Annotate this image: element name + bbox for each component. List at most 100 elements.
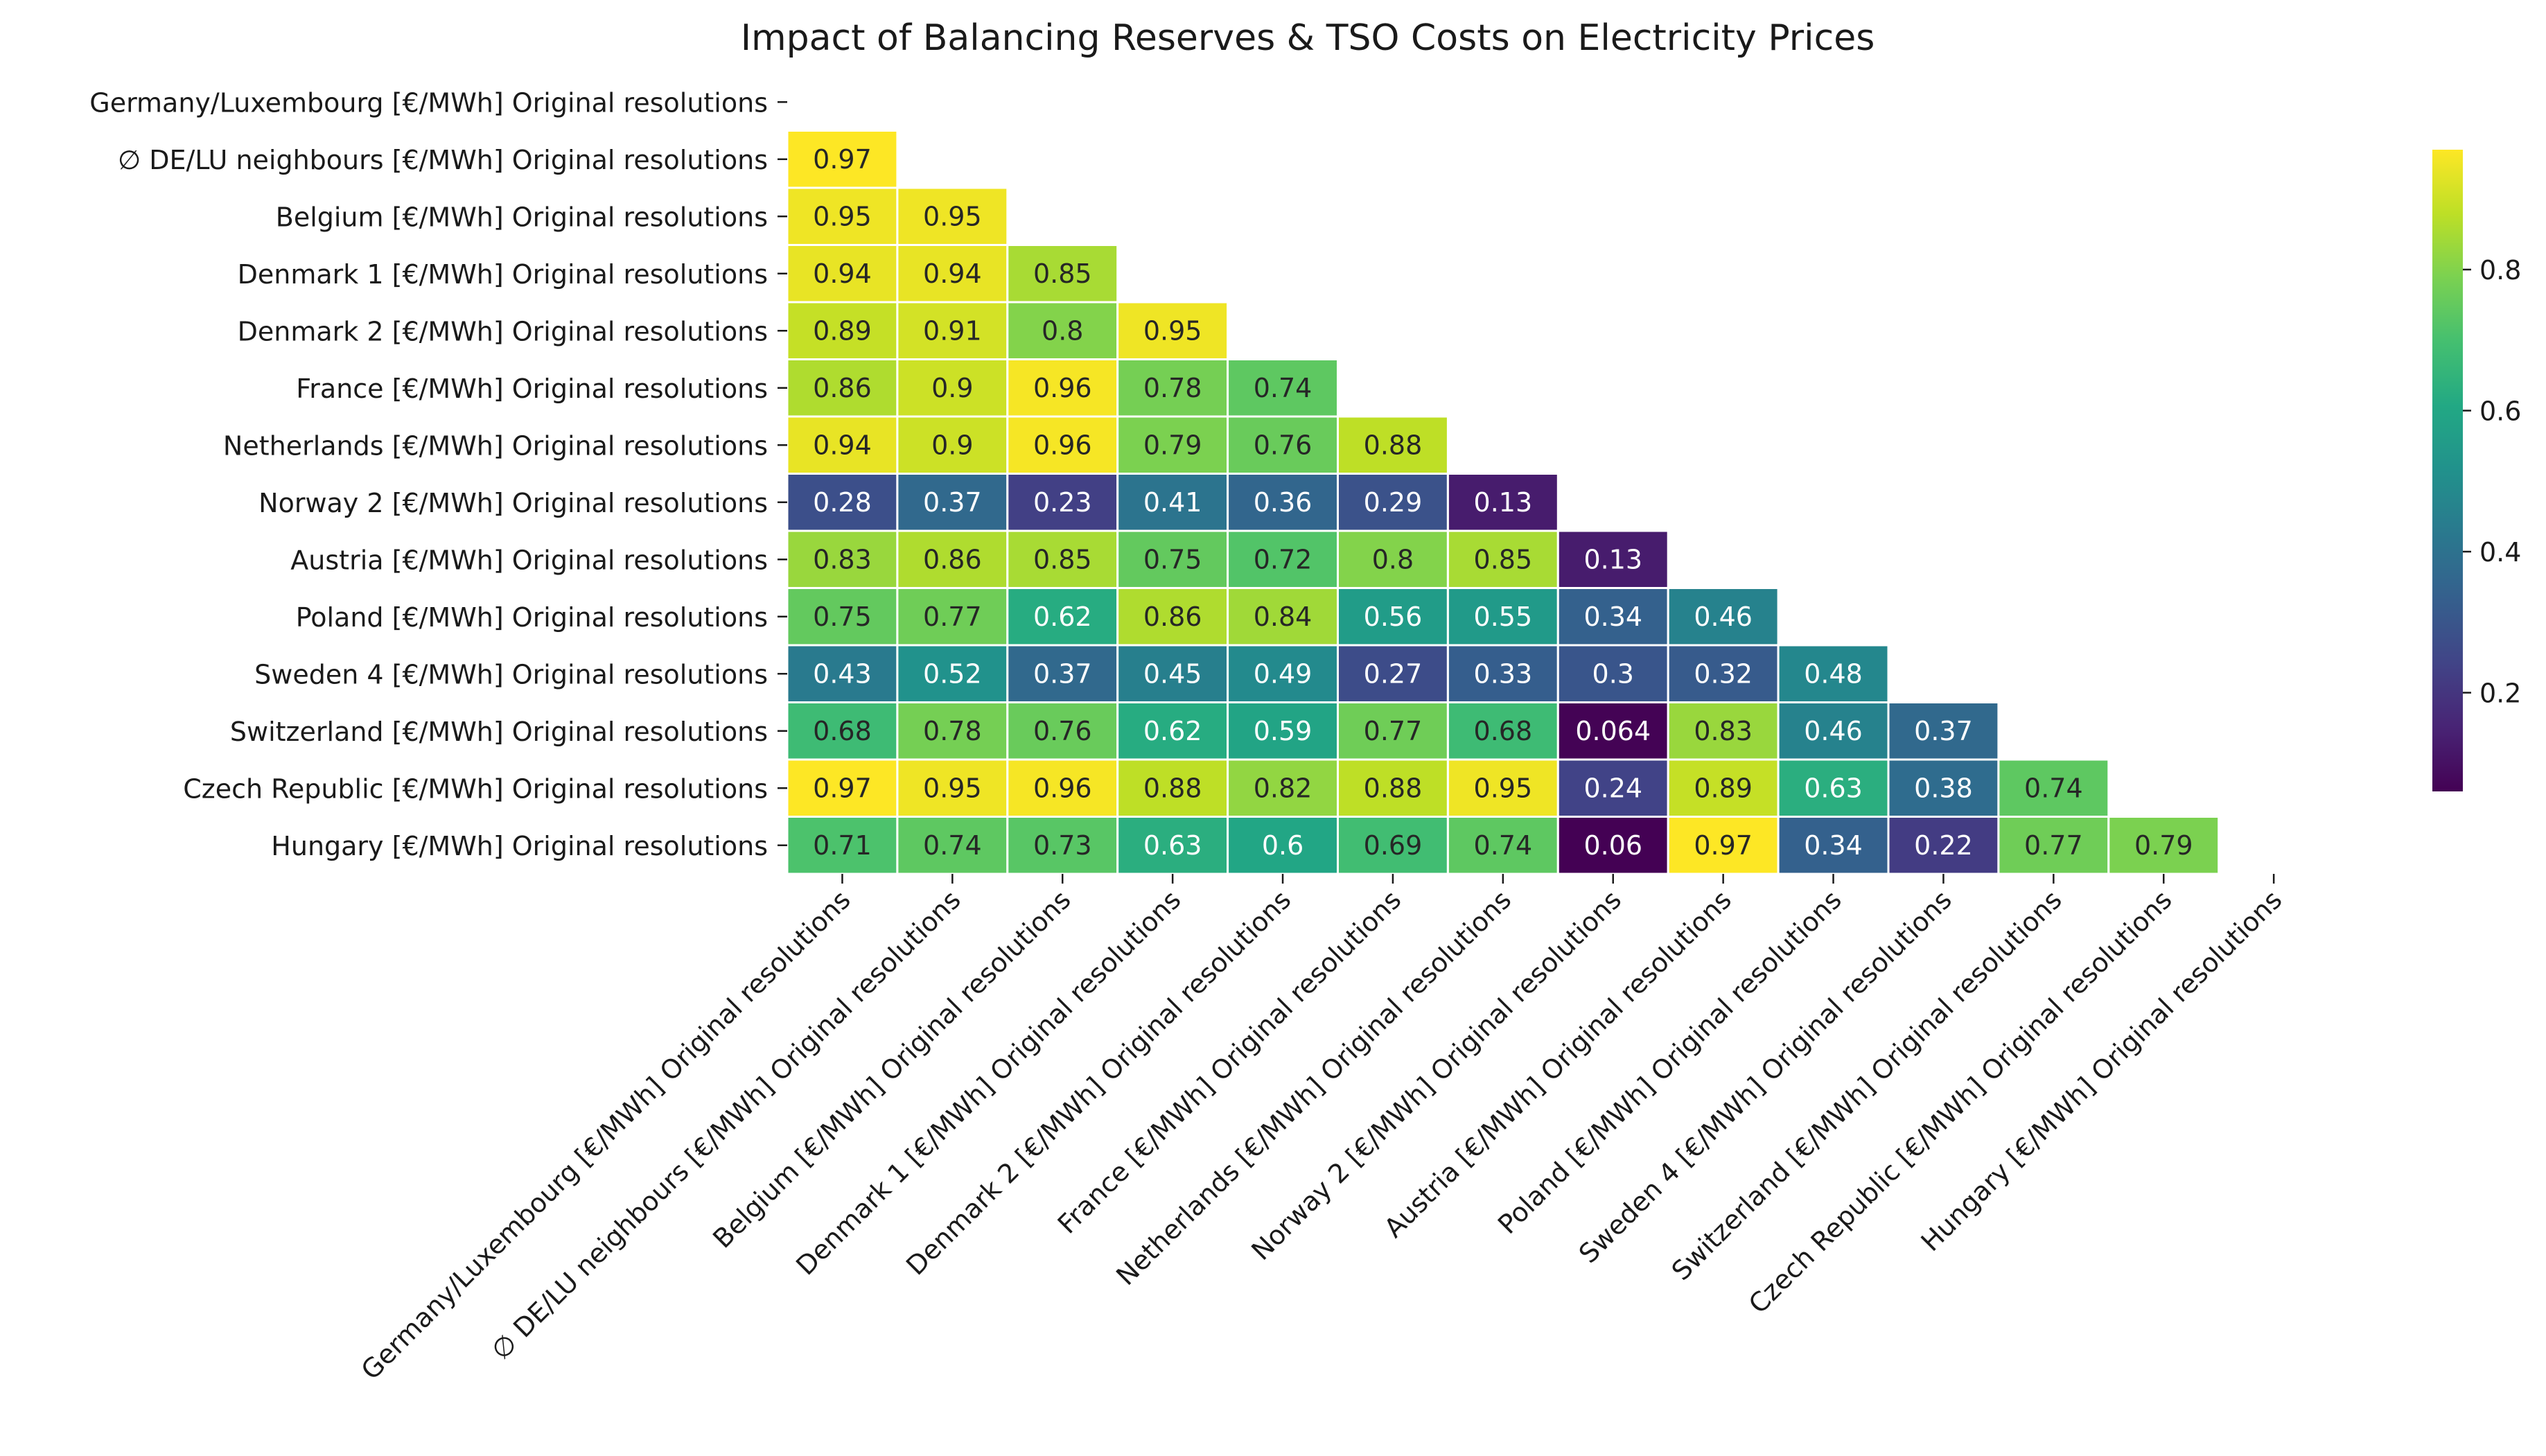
- cell-value-label: 0.63: [1804, 773, 1863, 803]
- y-tick-label: Sweden 4 [€/MWh] Original resolutions: [254, 659, 768, 690]
- heatmap-cell: [1337, 758, 1449, 818]
- y-tick-label: Belgium [€/MWh] Original resolutions: [276, 202, 768, 232]
- heatmap-cell: [1997, 758, 2110, 818]
- cell-value-label: 0.49: [1254, 658, 1312, 689]
- cell-value-label: 0.94: [813, 258, 872, 289]
- cell-value-label: 0.6: [1262, 830, 1303, 861]
- cell-value-label: 0.86: [813, 373, 872, 403]
- cell-value-label: 0.78: [923, 716, 982, 746]
- cell-value-label: 0.89: [1694, 773, 1753, 803]
- cell-value-label: 0.77: [1364, 716, 1423, 746]
- cell-value-label: 0.88: [1364, 773, 1423, 803]
- heatmap-cell: [1556, 644, 1669, 703]
- cell-value-label: 0.96: [1033, 373, 1092, 403]
- cell-value-label: 0.75: [813, 602, 872, 632]
- cell-value-label: 0.96: [1033, 773, 1092, 803]
- y-tick-label: Germany/Luxembourg [€/MWh] Original reso…: [89, 87, 768, 118]
- heatmap-cell: [1887, 758, 2000, 818]
- cell-value-label: 0.43: [813, 658, 872, 689]
- cell-value-label: 0.77: [923, 602, 982, 632]
- y-tick-label: Czech Republic [€/MWh] Original resoluti…: [183, 773, 768, 804]
- heatmap-cell: [1556, 529, 1669, 589]
- cell-value-label: 0.88: [1364, 430, 1423, 460]
- chart-title: Impact of Balancing Reserves & TSO Costs…: [741, 17, 1875, 59]
- heatmap-cell: [1667, 816, 1780, 875]
- x-tick-label: Switzerland [€/MWh] Original resolutions: [1666, 884, 2068, 1286]
- heatmap-cell: [786, 587, 899, 647]
- heatmap-cell: [786, 816, 899, 875]
- heatmap-cell: [896, 644, 1009, 703]
- cell-value-label: 0.8: [1372, 544, 1414, 574]
- cell-value-label: 0.76: [1254, 430, 1312, 460]
- cell-value-label: 0.85: [1033, 258, 1092, 289]
- cell-value-label: 0.95: [1143, 315, 1202, 346]
- cell-value-label: 0.75: [1143, 544, 1202, 574]
- cell-value-label: 0.06: [1583, 830, 1642, 861]
- heatmap-cell: [1887, 701, 2000, 761]
- heatmap-cell: [1667, 758, 1780, 818]
- cell-value-label: 0.88: [1143, 773, 1202, 803]
- x-tick-label: Denmark 2 [€/MWh] Original resolutions: [900, 884, 1297, 1281]
- heatmap-cell: [1006, 244, 1119, 304]
- cell-value-label: 0.95: [813, 201, 872, 231]
- heatmap-cell: [896, 358, 1009, 418]
- cell-value-label: 0.68: [1474, 716, 1533, 746]
- cell-value-label: 0.95: [923, 201, 982, 231]
- cell-value-label: 0.27: [1364, 658, 1423, 689]
- colorbar-gradient: [2432, 150, 2463, 791]
- cell-value-label: 0.59: [1254, 716, 1312, 746]
- cell-value-label: 0.064: [1575, 716, 1651, 746]
- cell-value-label: 0.95: [1474, 773, 1533, 803]
- cell-value-label: 0.29: [1364, 487, 1423, 518]
- cell-value-label: 0.46: [1694, 602, 1753, 632]
- cell-value-label: 0.91: [923, 315, 982, 346]
- cell-value-label: 0.74: [2024, 773, 2083, 803]
- heatmap-cell: [1777, 644, 1890, 703]
- cell-value-label: 0.41: [1143, 487, 1202, 518]
- x-axis-tick-labels: Germany/Luxembourg [€/MWh] Original reso…: [355, 874, 2288, 1385]
- cell-value-label: 0.55: [1474, 602, 1533, 632]
- heatmap-cell: [1116, 301, 1229, 360]
- y-tick-label: Hungary [€/MWh] Original resolutions: [271, 831, 768, 861]
- cell-value-label: 0.95: [923, 773, 982, 803]
- cell-value-label: 0.79: [1143, 430, 1202, 460]
- cell-value-label: 0.34: [1804, 830, 1863, 861]
- y-axis-tick-labels: Germany/Luxembourg [€/MWh] Original reso…: [89, 87, 787, 861]
- cell-value-label: 0.9: [931, 430, 973, 460]
- y-tick-label: Austria [€/MWh] Original resolutions: [290, 545, 768, 575]
- cell-value-label: 0.28: [813, 487, 872, 518]
- heatmap-cell: [1227, 415, 1339, 475]
- cell-value-label: 0.97: [1694, 830, 1753, 861]
- heatmap-cell: [1006, 415, 1119, 475]
- cell-value-label: 0.33: [1474, 658, 1533, 689]
- cell-value-label: 0.79: [2134, 830, 2193, 861]
- y-tick-label: Denmark 2 [€/MWh] Original resolutions: [238, 316, 768, 347]
- cell-value-label: 0.82: [1254, 773, 1312, 803]
- heatmap-cell: [896, 473, 1009, 532]
- heatmap-cell: [786, 644, 899, 703]
- y-tick-label: France [€/MWh] Original resolutions: [296, 374, 768, 404]
- heatmap-cell: [1227, 644, 1339, 703]
- colorbar: 0.2 0.4 0.6 0.8: [2432, 150, 2521, 791]
- cell-value-label: 0.32: [1694, 658, 1753, 689]
- cell-value-label: 0.13: [1474, 487, 1533, 518]
- heatmap-cell: [786, 701, 899, 761]
- cell-value-label: 0.85: [1474, 544, 1533, 574]
- cell-value-label: 0.97: [813, 773, 872, 803]
- cell-value-label: 0.56: [1364, 602, 1423, 632]
- cell-value-label: 0.85: [1033, 544, 1092, 574]
- heatmap-cell: [1116, 644, 1229, 703]
- cell-value-label: 0.73: [1033, 830, 1092, 861]
- cell-value-label: 0.78: [1143, 373, 1202, 403]
- y-tick-label: Norway 2 [€/MWh] Original resolutions: [258, 488, 768, 518]
- x-tick-label: Denmark 1 [€/MWh] Original resolutions: [790, 884, 1186, 1281]
- x-tick-label: Norway 2 [€/MWh] Original resolutions: [1245, 884, 1627, 1266]
- heatmap-cell: [1116, 701, 1229, 761]
- heatmap-cell: [1446, 758, 1559, 818]
- cell-value-label: 0.9: [931, 373, 973, 403]
- heatmap-cell: [1006, 529, 1119, 589]
- heatmap-cell: [896, 415, 1009, 475]
- cell-value-label: 0.62: [1143, 716, 1202, 746]
- cell-value-label: 0.62: [1033, 602, 1092, 632]
- cell-value-label: 0.72: [1254, 544, 1312, 574]
